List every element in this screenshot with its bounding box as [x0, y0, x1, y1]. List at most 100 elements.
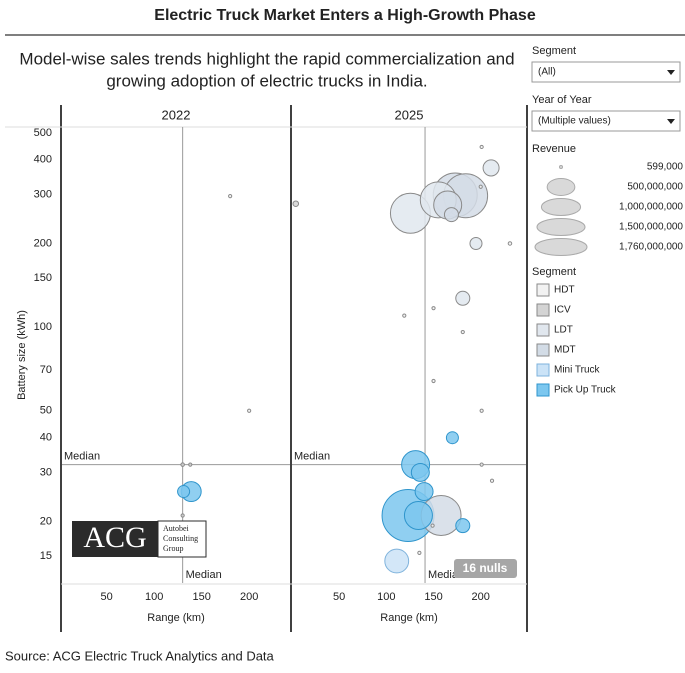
bubble[interactable] — [410, 462, 430, 482]
bubble[interactable] — [507, 241, 513, 246]
legend-swatch[interactable] — [536, 303, 550, 317]
null-indicator[interactable]: 16 nulls — [463, 561, 508, 575]
dropdown-arrow[interactable] — [667, 70, 675, 75]
size-legend-swatch — [559, 165, 563, 169]
bubble[interactable] — [180, 513, 185, 518]
legend-swatch[interactable] — [536, 283, 550, 297]
source: Source: ACG Electric Truck Analytics and… — [5, 648, 275, 663]
size-legend-label: 500,000,000 — [627, 182, 683, 193]
size-legend-swatch — [540, 198, 582, 216]
bubble[interactable] — [478, 184, 483, 189]
bubble[interactable] — [479, 144, 484, 150]
logo-text: Consulting — [163, 534, 198, 543]
legend-swatch[interactable] — [536, 363, 550, 377]
dashboard-title: Electric Truck Market Enters a High-Grow… — [154, 7, 536, 24]
filter-dropdown[interactable] — [531, 61, 681, 83]
size-legend-label: 599,000 — [647, 162, 684, 173]
legend: 599,000 500,000,000 1,000,000,000 1,500,000… — [534, 162, 684, 397]
x-tick-label: 100 — [145, 591, 163, 603]
dropdown-arrow[interactable] — [667, 119, 675, 124]
logo-textbox — [157, 520, 207, 558]
bubble[interactable] — [188, 462, 193, 467]
logo-mark: ACG — [83, 521, 146, 554]
legend-swatch[interactable] — [536, 383, 550, 397]
y-tick-label: 150 — [34, 272, 52, 284]
y-tick-label: 500 — [34, 127, 52, 139]
bubble[interactable] — [430, 523, 435, 528]
logo-text: Group — [163, 544, 183, 553]
bubble[interactable] — [460, 329, 465, 335]
bubble[interactable] — [247, 408, 252, 413]
legend-label[interactable]: ICV — [554, 305, 571, 316]
x-axis-label: Range (km) — [380, 612, 437, 624]
y-tick-label: 200 — [34, 237, 52, 249]
x-tick-label: 200 — [472, 591, 490, 603]
null-badge[interactable] — [454, 559, 517, 578]
legend-label[interactable]: Pick Up Truck — [554, 385, 617, 396]
size-legend-swatch — [536, 218, 586, 236]
bubble[interactable] — [177, 485, 191, 499]
bubble[interactable] — [479, 462, 484, 467]
legend-title: Segment — [532, 266, 576, 278]
x-tick-label: 200 — [240, 591, 258, 603]
size-legend-swatch — [534, 238, 588, 256]
panel-title: 2025 — [395, 107, 424, 122]
bubble[interactable] — [431, 306, 436, 311]
y-tick-label: 20 — [40, 515, 52, 527]
logo-box — [72, 521, 158, 557]
size-legend-title: Revenue — [532, 143, 576, 155]
bubble[interactable] — [482, 159, 500, 177]
size-legend-label: 1,000,000,000 — [619, 202, 683, 213]
y-tick-label: 70 — [40, 364, 52, 376]
x-tick-label: 50 — [333, 591, 345, 603]
y-tick-label: 100 — [34, 321, 52, 333]
bubble[interactable] — [455, 518, 471, 534]
bubble[interactable] — [443, 207, 459, 223]
y-tick-label: 300 — [34, 188, 52, 200]
x-tick-label: 100 — [377, 591, 395, 603]
size-legend-label: 1,500,000,000 — [619, 222, 683, 233]
y-tick-label: 50 — [40, 405, 52, 417]
bubble[interactable] — [228, 194, 233, 199]
bubble[interactable] — [384, 548, 410, 574]
bubble[interactable] — [292, 200, 300, 207]
legend-label[interactable]: LDT — [554, 325, 573, 336]
y-tick-label: 400 — [34, 154, 52, 166]
filter-value[interactable]: (All) — [538, 67, 556, 78]
filter-dropdown[interactable] — [531, 110, 681, 132]
bubble[interactable] — [431, 378, 436, 384]
legend-label[interactable]: Mini Truck — [554, 365, 601, 376]
median-label: Median — [186, 569, 222, 581]
bubble[interactable] — [489, 478, 495, 483]
x-tick-label: 50 — [101, 591, 113, 603]
subtitle: Model-wise sales trends highlight the ra… — [19, 49, 514, 68]
bubble[interactable] — [402, 313, 407, 318]
panel-title: 2022 — [162, 107, 191, 122]
legend-swatch[interactable] — [536, 323, 550, 337]
x-tick-label: 150 — [424, 591, 442, 603]
median-label: Median — [294, 451, 330, 463]
y-tick-label: 15 — [40, 550, 52, 562]
x-tick-label: 150 — [192, 591, 210, 603]
legend-swatch[interactable] — [536, 343, 550, 357]
bubble[interactable] — [469, 236, 483, 250]
filter-label: Year of Year — [532, 94, 592, 106]
y-axis-label: Battery size (kWh) — [16, 310, 28, 400]
bubble[interactable] — [479, 408, 484, 413]
y-tick-label: 30 — [40, 466, 52, 478]
filter-label: Segment — [532, 45, 576, 57]
y-tick-label: 40 — [40, 432, 52, 444]
filter-value[interactable]: (Multiple values) — [538, 116, 611, 127]
legend-label[interactable]: HDT — [554, 285, 575, 296]
logo: ACG Autobei Consulting Group — [72, 520, 207, 558]
bubble[interactable] — [180, 462, 185, 467]
bubble[interactable] — [417, 550, 422, 555]
size-legend-label: 1,760,000,000 — [619, 242, 683, 253]
bubble[interactable] — [455, 290, 471, 306]
bubble[interactable] — [403, 500, 433, 530]
legend-label[interactable]: MDT — [554, 345, 576, 356]
bubble[interactable] — [414, 482, 434, 502]
bubble[interactable] — [445, 431, 459, 445]
plots: 2022 50 100 150 200 Range (km) 15 20 30 40 50 70 100… — [16, 107, 526, 624]
